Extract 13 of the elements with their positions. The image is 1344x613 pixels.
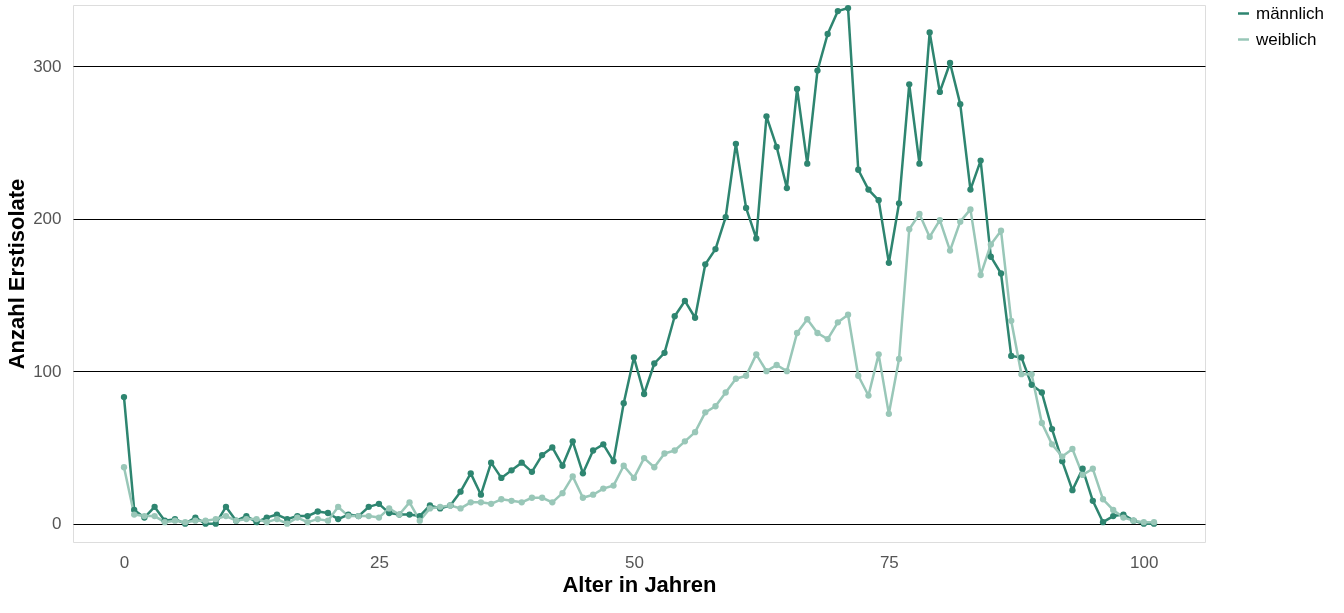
y-tick-label: 200 <box>33 209 62 229</box>
x-tick-label: 100 <box>1130 552 1159 572</box>
x-tick-label: 75 <box>879 552 899 572</box>
y-tick-label: 300 <box>33 56 62 76</box>
x-tick-label: 50 <box>624 552 644 572</box>
x-axis-title: Alter in Jahren <box>562 571 717 597</box>
x-tick-label: 0 <box>119 552 130 572</box>
y-tick-label: 0 <box>52 514 62 534</box>
legend-label: weiblich <box>1255 29 1317 49</box>
x-tick-label: 25 <box>369 552 389 572</box>
y-axis-title: Anzahl Erstisolate <box>4 178 30 370</box>
legend-label: männlich <box>1256 3 1325 23</box>
y-tick-label: 100 <box>33 361 62 381</box>
